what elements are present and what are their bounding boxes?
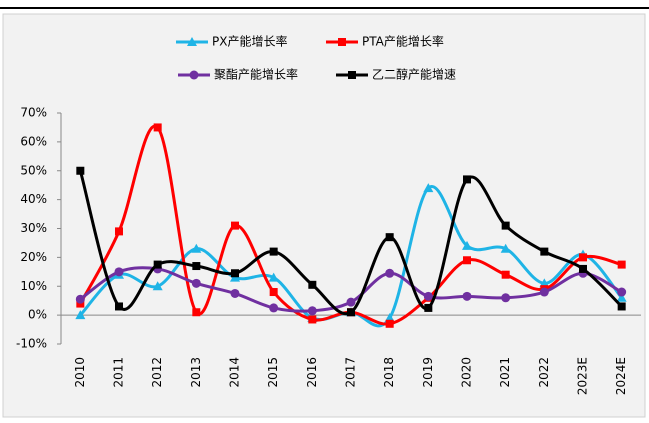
- legend-label: PTA产能增长率: [362, 34, 444, 49]
- y-tick-label: 60%: [20, 134, 47, 148]
- data-point: [231, 269, 239, 278]
- data-point: [423, 291, 433, 301]
- data-point: [501, 270, 510, 279]
- legend-marker: [338, 38, 346, 46]
- x-tick-label: 2015: [266, 357, 280, 388]
- legend-label: PX产能增长率: [212, 34, 287, 49]
- data-point: [579, 253, 587, 262]
- x-tick-label: 2022: [537, 357, 551, 388]
- chart-frame: [2, 13, 646, 418]
- data-point: [115, 302, 123, 311]
- data-point: [462, 291, 472, 301]
- data-point: [114, 267, 124, 277]
- data-point: [269, 303, 279, 313]
- data-point: [308, 315, 317, 324]
- data-point: [617, 287, 627, 297]
- x-tick-label: 2010: [73, 357, 87, 388]
- data-point: [153, 260, 162, 269]
- y-tick-label: 10%: [20, 279, 47, 293]
- data-point: [269, 247, 278, 256]
- data-point: [501, 293, 511, 303]
- legend-marker: [189, 70, 199, 80]
- data-point: [152, 281, 163, 291]
- data-point: [75, 294, 85, 304]
- data-point: [115, 227, 123, 236]
- x-tick-label: 2014: [228, 357, 242, 388]
- data-point: [231, 221, 239, 230]
- data-point: [191, 278, 201, 288]
- x-tick-label: 2013: [189, 357, 203, 388]
- data-point: [347, 308, 355, 317]
- data-point: [75, 310, 86, 320]
- data-point: [308, 280, 317, 289]
- x-tick-label: 2011: [112, 357, 126, 388]
- data-point: [191, 243, 202, 253]
- x-tick-label: 2018: [382, 357, 396, 388]
- y-tick-label: 50%: [20, 163, 47, 177]
- data-point: [501, 221, 510, 230]
- data-point: [463, 175, 471, 184]
- legend-label: 乙二醇产能增速: [372, 67, 456, 82]
- data-point: [616, 292, 627, 302]
- x-tick-label: 2021: [498, 357, 512, 388]
- data-point: [462, 240, 472, 250]
- data-point: [230, 288, 240, 298]
- y-tick-label: 40%: [20, 192, 47, 206]
- data-point: [346, 297, 356, 307]
- y-tick-label: 0%: [28, 308, 47, 322]
- data-point: [617, 260, 626, 269]
- legend-marker: [348, 71, 356, 79]
- x-tick-label: 2020: [460, 357, 474, 388]
- data-point: [192, 262, 201, 271]
- data-point: [153, 123, 162, 132]
- data-point: [268, 272, 279, 282]
- data-point: [539, 287, 549, 297]
- x-tick-label: 2023E: [576, 357, 590, 395]
- data-point: [385, 268, 395, 278]
- y-tick-label: 30%: [20, 221, 47, 235]
- data-point: [269, 288, 278, 297]
- x-tick-label: 2024E: [614, 357, 628, 395]
- data-point: [192, 308, 201, 317]
- data-point: [539, 278, 550, 288]
- data-point: [76, 166, 85, 175]
- x-tick-label: 2012: [150, 357, 164, 388]
- data-point: [424, 303, 433, 312]
- x-tick-label: 2017: [344, 357, 358, 388]
- data-point: [500, 243, 511, 253]
- data-point: [385, 319, 394, 328]
- data-point: [423, 183, 434, 193]
- data-point: [579, 264, 587, 273]
- data-point: [617, 302, 626, 311]
- data-point: [384, 313, 395, 323]
- data-point: [540, 247, 549, 256]
- data-point: [463, 256, 471, 265]
- x-tick-label: 2019: [421, 357, 435, 388]
- data-point: [307, 306, 317, 316]
- legend-marker: [187, 37, 197, 46]
- x-tick-label: 2016: [305, 357, 319, 388]
- legend-label: 聚酯产能增长率: [214, 67, 298, 82]
- data-point: [385, 233, 394, 242]
- y-tick-label: 70%: [20, 106, 47, 120]
- y-tick-label: 20%: [20, 250, 47, 264]
- y-tick-label: -10%: [16, 337, 47, 351]
